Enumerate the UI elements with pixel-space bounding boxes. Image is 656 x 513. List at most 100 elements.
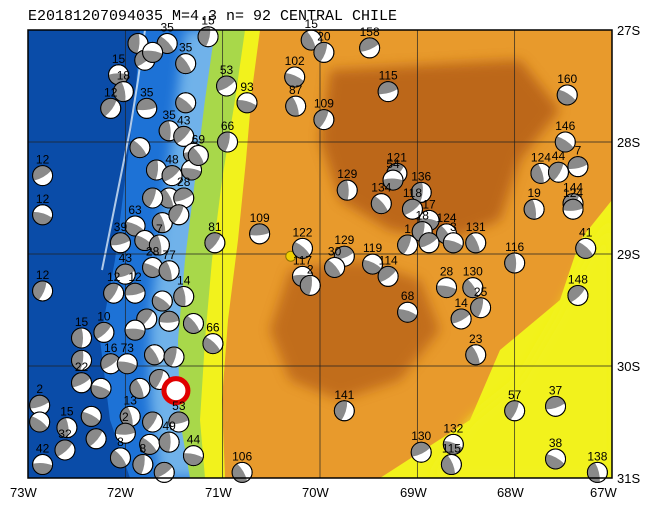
focal-mechanism bbox=[80, 405, 102, 427]
mechanism-depth-label: 25 bbox=[474, 285, 488, 299]
focal-mechanism bbox=[109, 447, 131, 469]
mechanism-depth-label: 41 bbox=[579, 225, 593, 239]
focal-mechanism bbox=[32, 165, 54, 187]
focal-mechanism bbox=[362, 253, 384, 275]
lowland-yellow-east bbox=[430, 220, 612, 478]
mechanism-depth-label: 146 bbox=[555, 119, 575, 133]
mechanism-depth-label: 87 bbox=[289, 83, 303, 97]
lon-label-68w: 68W bbox=[497, 485, 524, 500]
mechanism-depth-label: 32 bbox=[58, 427, 72, 441]
focal-mechanism bbox=[204, 232, 226, 254]
mechanism-depth-label: 8 bbox=[140, 442, 147, 456]
mechanism-depth-label: 35 bbox=[179, 41, 193, 55]
mechanism-depth-label: 35 bbox=[140, 85, 154, 99]
mechanism-depth-label: 18 bbox=[117, 69, 131, 83]
mechanism-depth-label: 122 bbox=[292, 225, 312, 239]
focal-mechanism bbox=[153, 461, 175, 483]
focal-mechanism bbox=[142, 411, 164, 433]
mechanism-depth-label: 131 bbox=[466, 220, 486, 234]
mechanism-depth-label: 144 bbox=[563, 181, 583, 195]
mechanism-depth-label: 13 bbox=[124, 393, 138, 407]
mechanism-depth-label: 57 bbox=[508, 388, 522, 402]
focal-mechanism bbox=[216, 75, 238, 97]
focal-mechanism bbox=[462, 277, 484, 299]
lon-label-73w: 73W bbox=[10, 485, 37, 500]
map-frame bbox=[27, 29, 613, 479]
focal-mechanism bbox=[136, 97, 158, 119]
mechanism-depth-label: 124 bbox=[531, 150, 551, 164]
mechanism-depth-label: 129 bbox=[334, 233, 354, 247]
focal-mechanism bbox=[116, 353, 138, 375]
focal-mechanism bbox=[32, 204, 54, 226]
focal-mechanism bbox=[29, 411, 51, 433]
focal-mechanism bbox=[284, 66, 306, 88]
focal-mechanism bbox=[523, 198, 545, 220]
mechanism-depth-label: 54 bbox=[386, 157, 400, 171]
mechanism-depth-label: 158 bbox=[360, 25, 380, 39]
focal-mechanism bbox=[114, 263, 136, 285]
mechanism-depth-label: 15 bbox=[112, 52, 126, 66]
mechanism-depth-label: 115 bbox=[379, 69, 398, 83]
focal-mechanism bbox=[163, 346, 185, 368]
mechanism-depth-label: 124 bbox=[563, 186, 583, 200]
focal-mechanism bbox=[410, 181, 432, 203]
focal-mechanism bbox=[300, 29, 322, 51]
focal-mechanism bbox=[410, 441, 432, 463]
lon-label-72w: 72W bbox=[107, 485, 134, 500]
focal-mechanism bbox=[100, 97, 122, 119]
focal-mechanism bbox=[109, 232, 131, 254]
mechanism-depth-label: 117 bbox=[293, 253, 312, 267]
focal-mechanism bbox=[182, 445, 204, 467]
focal-mechanism bbox=[377, 81, 399, 103]
focal-mechanism bbox=[173, 125, 195, 147]
focal-mechanism bbox=[142, 256, 164, 278]
mechanism-depth-label: 7 bbox=[156, 222, 163, 236]
focal-mechanism bbox=[418, 232, 440, 254]
mechanism-depth-label: 10 bbox=[97, 309, 111, 323]
mechanism-depth-label: 53 bbox=[220, 63, 234, 77]
focal-mechanism bbox=[217, 131, 239, 153]
focal-mechanism bbox=[71, 372, 93, 394]
lon-label-71w: 71W bbox=[205, 485, 232, 500]
mechanism-depth-label: 102 bbox=[285, 54, 305, 68]
focal-mechanism bbox=[285, 95, 307, 117]
mechanism-depth-label: 109 bbox=[250, 211, 270, 225]
mechanism-depth-label: 49 bbox=[162, 419, 176, 433]
mechanism-depth-label: 2 bbox=[36, 382, 43, 396]
focal-mechanism bbox=[397, 301, 419, 323]
focal-mechanism bbox=[562, 198, 584, 220]
mechanism-depth-label: 39 bbox=[114, 220, 128, 234]
focal-mechanism bbox=[370, 193, 392, 215]
mechanism-depth-label: 160 bbox=[557, 72, 577, 86]
focal-mechanism bbox=[554, 131, 576, 153]
mechanism-depth-label: 15 bbox=[60, 405, 74, 419]
mechanism-depth-label: 66 bbox=[206, 321, 220, 335]
focal-mechanism bbox=[158, 310, 180, 332]
mechanism-depth-label: 18 bbox=[416, 209, 430, 223]
lat-label-30s: 30S bbox=[617, 359, 641, 374]
focal-mechanism bbox=[142, 41, 164, 63]
focal-mechanism bbox=[299, 274, 321, 296]
focal-mechanism bbox=[182, 312, 204, 334]
mechanism-depth-label: 141 bbox=[334, 388, 354, 402]
lat-label-28s: 28S bbox=[617, 135, 641, 150]
focal-mechanism bbox=[145, 159, 167, 181]
focal-mechanism bbox=[313, 109, 335, 131]
mechanism-depth-label: 15 bbox=[75, 315, 89, 329]
mechanism-depth-label: 14 bbox=[177, 274, 191, 288]
focal-mechanism bbox=[187, 144, 209, 166]
mechanism-depth-label: 44 bbox=[187, 433, 201, 447]
focal-mechanism bbox=[324, 256, 346, 278]
mechanism-depth-label: 12 bbox=[128, 270, 142, 284]
focal-mechanism bbox=[71, 327, 93, 349]
focal-mechanism bbox=[382, 169, 404, 191]
mechanism-depth-label: 37 bbox=[549, 383, 563, 397]
focal-mechanism bbox=[567, 284, 589, 306]
mechanism-depth-label: 136 bbox=[411, 169, 431, 183]
mechanism-depth-label: 15 bbox=[201, 14, 215, 28]
focal-mechanism bbox=[103, 282, 125, 304]
mechanism-depth-label: 43 bbox=[177, 113, 191, 127]
mechanism-depth-label: 81 bbox=[208, 220, 222, 234]
focal-mechanism bbox=[313, 41, 335, 63]
